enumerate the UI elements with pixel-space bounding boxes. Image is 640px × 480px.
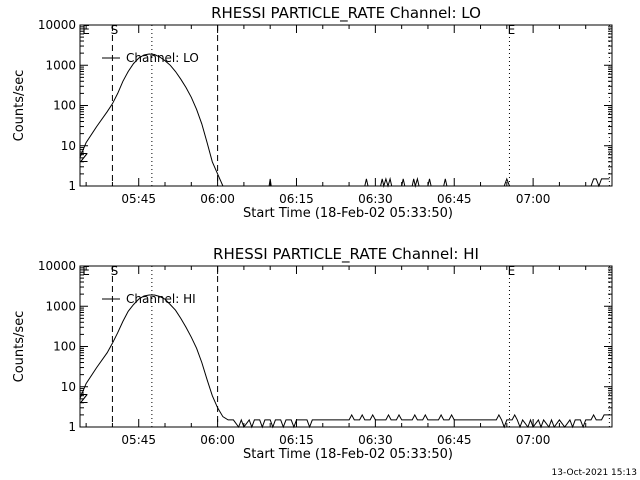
x-tick-label: 06:30 xyxy=(358,192,393,206)
marker-label: S xyxy=(111,264,119,278)
marker-label: E xyxy=(82,23,90,37)
y-tick-label: 100 xyxy=(53,99,76,113)
marker-label: Z xyxy=(80,151,88,165)
x-tick-label: 06:45 xyxy=(437,433,472,447)
y-tick-label: 10 xyxy=(61,380,76,394)
timestamp: 13-Oct-2021 15:13 xyxy=(552,468,637,478)
legend-label: Channel: HI xyxy=(126,292,196,306)
series-line xyxy=(79,53,610,188)
x-tick-label: 06:15 xyxy=(279,192,314,206)
x-tick-label: 05:45 xyxy=(121,433,156,447)
marker-label: E xyxy=(508,264,516,278)
plot-frame xyxy=(79,24,613,187)
x-tick-label: 06:45 xyxy=(437,192,472,206)
chart-title: RHESSI PARTICLE_RATE Channel: HI xyxy=(213,245,479,264)
chart-title: RHESSI PARTICLE_RATE Channel: LO xyxy=(211,4,481,23)
plot-frame xyxy=(79,265,613,428)
y-tick-label: 1000 xyxy=(45,299,76,313)
legend-label: Channel: LO xyxy=(126,51,199,65)
y-tick-label: 100 xyxy=(53,340,76,354)
marker-label: Z xyxy=(80,392,88,406)
x-tick-label: 06:30 xyxy=(358,433,393,447)
x-tick-label: 07:00 xyxy=(516,192,551,206)
marker-label: E xyxy=(508,23,516,37)
y-tick-label: 1 xyxy=(68,179,76,193)
x-axis-label: Start Time (18-Feb-02 05:33:50) xyxy=(243,447,453,462)
y-axis-label: Counts/sec xyxy=(12,311,27,383)
y-tick-label: 10 xyxy=(61,139,76,153)
y-tick-label: 1000 xyxy=(45,58,76,72)
x-tick-label: 06:00 xyxy=(200,192,235,206)
y-tick-label: 10000 xyxy=(38,259,76,273)
panel-lo: RHESSI PARTICLE_RATE Channel: LO 1 10 100 10… xyxy=(12,4,613,221)
series-line xyxy=(79,294,610,429)
y-tick-label: 10000 xyxy=(38,18,76,32)
panel-hi: RHESSI PARTICLE_RATE Channel: HI 1 10 100 10… xyxy=(12,245,613,462)
y-tick-label: 1 xyxy=(68,420,76,434)
marker-label: S xyxy=(111,23,119,37)
x-tick-label: 06:00 xyxy=(200,433,235,447)
x-tick-label: 06:15 xyxy=(279,433,314,447)
marker-label: E xyxy=(82,264,90,278)
y-axis-label: Counts/sec xyxy=(12,70,27,142)
x-tick-label: 05:45 xyxy=(121,192,156,206)
x-tick-label: 07:00 xyxy=(516,433,551,447)
x-axis-label: Start Time (18-Feb-02 05:33:50) xyxy=(243,206,453,221)
